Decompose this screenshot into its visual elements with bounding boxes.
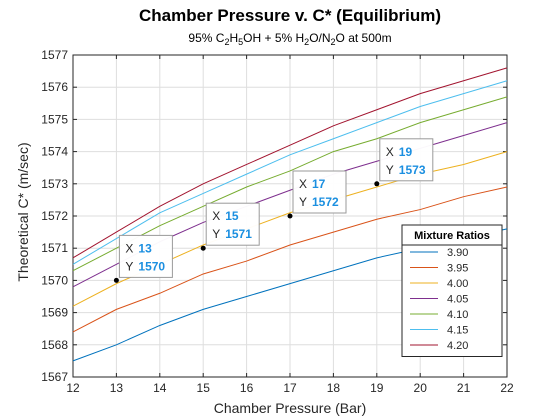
x-tick-label: 12 <box>66 381 80 395</box>
datatip: X 17 Y 1572 <box>287 170 347 219</box>
x-tick-label: 17 <box>283 381 297 395</box>
series-line-3-95 <box>72 186 508 333</box>
chart-title: Chamber Pressure v. C* (Equilibrium) <box>139 6 441 25</box>
datatip-x-label: X <box>125 241 133 255</box>
legend-entry-label: 4.15 <box>447 325 468 337</box>
series-line-4-10 <box>72 96 508 272</box>
subtitle-part: 2 <box>304 37 309 47</box>
datatip-y-value: 1572 <box>312 195 339 209</box>
datatip-box <box>292 170 347 214</box>
x-tick-label: 20 <box>414 381 428 395</box>
y-tick-label: 1567 <box>41 370 68 384</box>
legend-entry-label: 4.10 <box>447 309 468 321</box>
legend-title: Mixture Ratios <box>414 230 490 242</box>
datatip-y-label: Y <box>299 195 307 209</box>
y-tick-label: 1572 <box>41 209 68 223</box>
legend-entry-label: 4.00 <box>447 278 468 290</box>
datatip: X 19 Y 1573 <box>374 138 434 187</box>
legend-box <box>401 224 503 357</box>
legend-entry-label: 4.05 <box>447 294 468 306</box>
datatip-y-label: Y <box>212 227 220 241</box>
x-tick-label: 13 <box>110 381 124 395</box>
x-tick-label: 22 <box>500 381 514 395</box>
x-tick-label: 16 <box>240 381 254 395</box>
x-tick-label: 14 <box>153 381 167 395</box>
datatip-y-value: 1570 <box>138 259 165 273</box>
axis-ticks: 12 13 14 15 16 17 18 19 20 21 22 1567 1568 1569 1570 15… <box>41 48 514 395</box>
subtitle-part: 2 <box>331 37 336 47</box>
subtitle-part: 2 <box>224 37 229 47</box>
y-tick-label: 1568 <box>41 338 68 352</box>
x-tick-label: 21 <box>457 381 471 395</box>
y-tick-label: 1569 <box>41 306 68 320</box>
y-tick-label: 1577 <box>41 48 68 62</box>
series-line-4-20 <box>72 67 508 259</box>
subtitle-part: O/N <box>309 31 330 45</box>
y-tick-label: 1570 <box>41 273 68 287</box>
series-line-4-15 <box>72 80 508 265</box>
y-tick-label: 1571 <box>41 241 68 255</box>
datatip-box <box>118 234 173 278</box>
x-tick-label: 19 <box>370 381 384 395</box>
datatip-marker <box>113 277 119 283</box>
datatip-box <box>205 202 260 246</box>
subtitle-part: H <box>229 31 238 45</box>
x-tick-label: 15 <box>197 381 211 395</box>
x-tick-label: 18 <box>327 381 341 395</box>
legend-entry-label: 3.95 <box>447 263 468 275</box>
datatip-x-value: 17 <box>312 177 326 191</box>
legend: Mixture Ratios 3.90 3.95 4.00 4.05 4.10 4.15 4.… <box>401 224 503 357</box>
subtitle-part: 95% C <box>188 31 224 45</box>
datatip-y-label: Y <box>386 163 394 177</box>
datatip-y-value: 1571 <box>225 227 252 241</box>
legend-entry-label: 3.90 <box>447 247 468 259</box>
datatip-box <box>379 138 434 182</box>
datatip-x-value: 15 <box>225 209 239 223</box>
datatip-x-value: 13 <box>138 241 152 255</box>
datatip-marker <box>287 213 293 219</box>
datatip-y-value: 1573 <box>399 163 426 177</box>
datatip-y-label: Y <box>125 259 133 273</box>
subtitle-part: 5 <box>238 37 243 47</box>
datatip-x-label: X <box>299 177 307 191</box>
datatip-marker <box>200 245 206 251</box>
y-tick-label: 1574 <box>41 145 68 159</box>
legend-entry-label: 4.20 <box>447 340 468 352</box>
datatip: X 15 Y 1571 <box>200 202 260 251</box>
y-axis-label: Theoretical C* (m/sec) <box>15 142 31 281</box>
datatips: X 13 Y 1570 X 15 Y 1571 X 17 Y 1572 X 19 Y 1573 <box>113 138 434 283</box>
x-axis-label: Chamber Pressure (Bar) <box>214 400 367 416</box>
datatip-x-value: 19 <box>399 145 413 159</box>
datatip-marker <box>374 181 380 187</box>
subtitle-part: O at 500m <box>336 31 392 45</box>
subtitle-part: OH + 5% H <box>243 31 304 45</box>
datatip-x-label: X <box>212 209 220 223</box>
y-tick-label: 1573 <box>41 177 68 191</box>
y-tick-label: 1576 <box>41 80 68 94</box>
datatip-x-label: X <box>386 145 394 159</box>
chart-subtitle: 95% C2H5OH + 5% H2O/N2O at 500m <box>188 31 391 47</box>
datatip: X 13 Y 1570 <box>113 234 173 283</box>
y-tick-label: 1575 <box>41 112 68 126</box>
